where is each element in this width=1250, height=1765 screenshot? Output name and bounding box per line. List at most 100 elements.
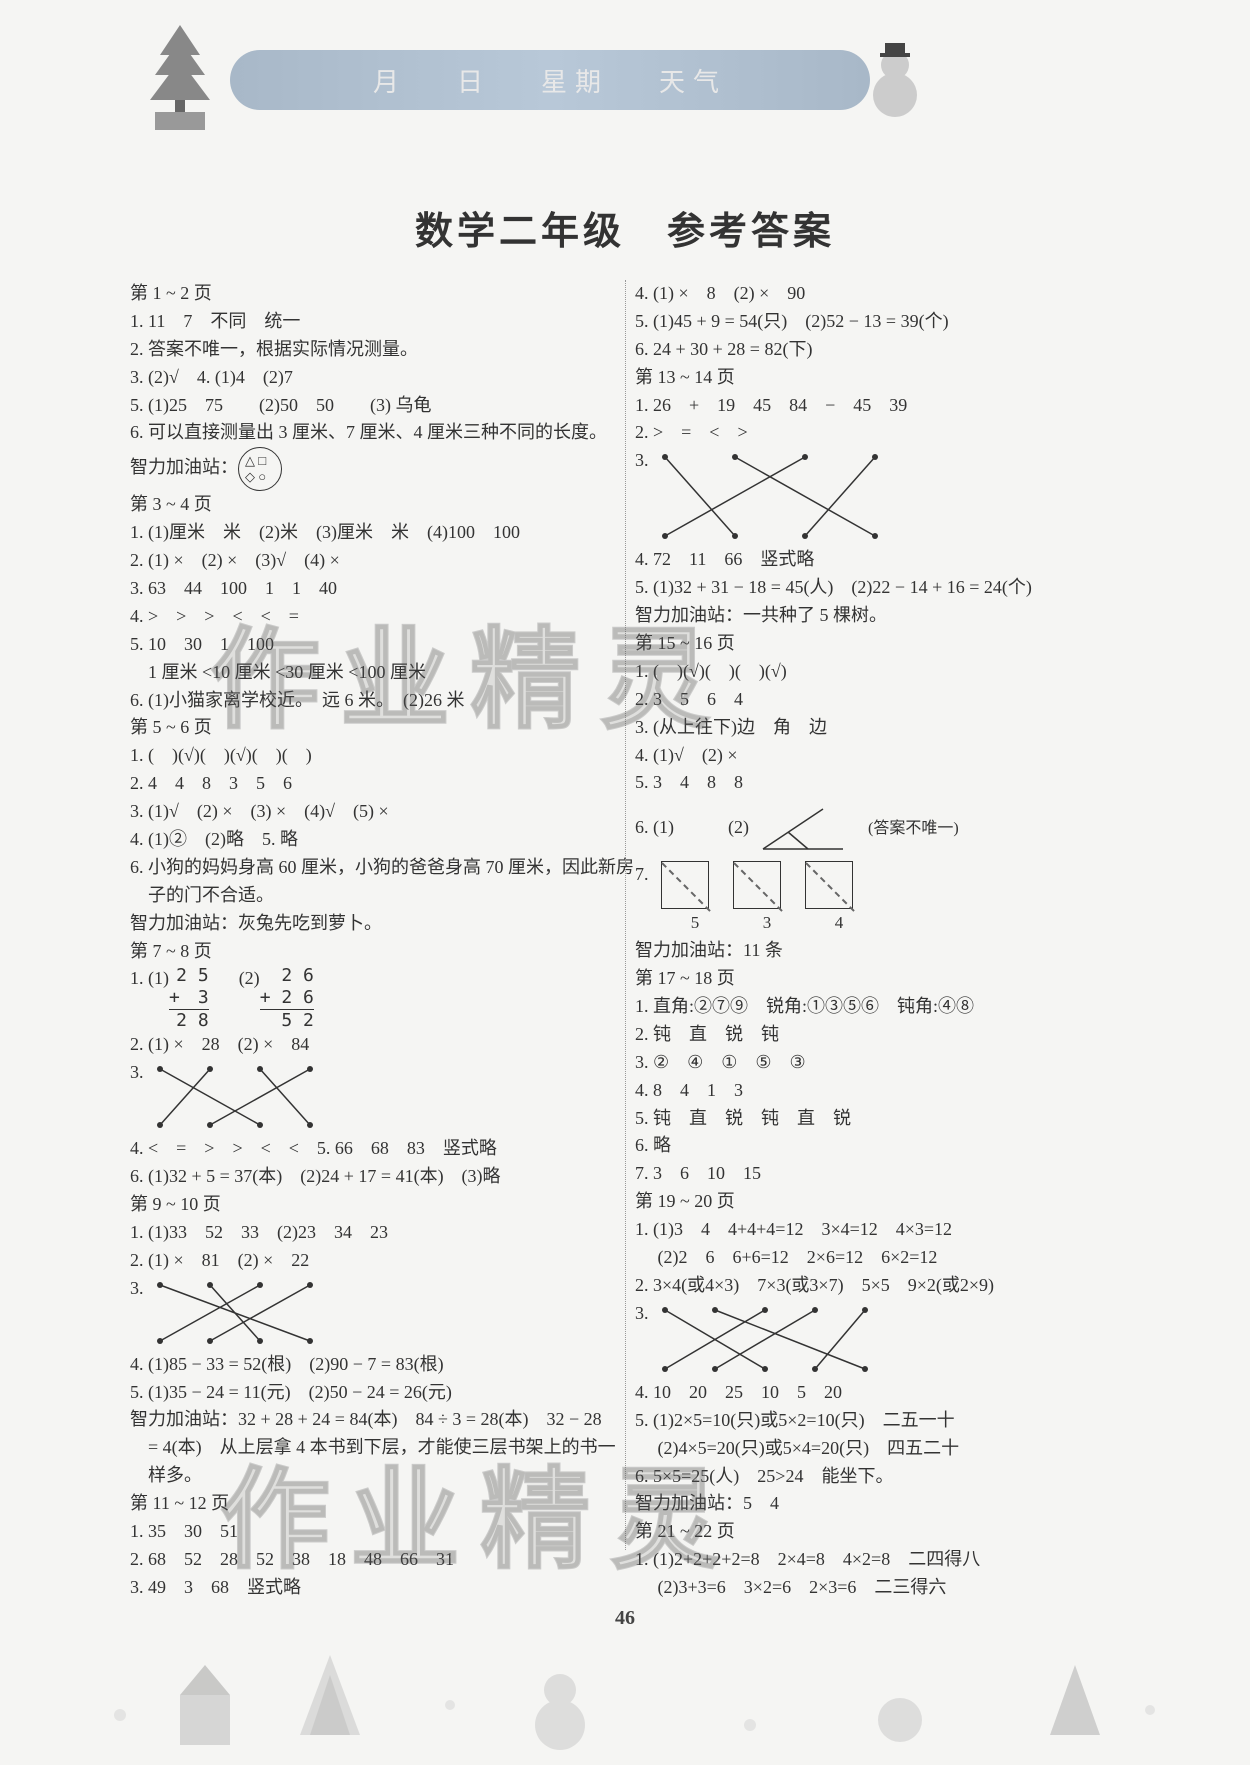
answer-line: 第 11 ~ 12 页	[130, 1490, 615, 1518]
answer-line: 2. 68 52 28 52 38 18 48 66 31	[130, 1546, 615, 1574]
header-banner: 月 日 星期 天气	[230, 50, 870, 110]
answer-line: 第 13 ~ 14 页	[635, 364, 1120, 392]
answer-line: 2. 答案不唯一，根据实际情况测量。	[130, 336, 615, 364]
answer-line: 1. (1)33 52 33 (2)23 34 23	[130, 1219, 615, 1247]
header-month: 月	[373, 62, 407, 99]
answer-line: 3. (从上往下)边 角 边	[635, 714, 1120, 742]
answer-line: 第 19 ~ 20 页	[635, 1188, 1120, 1216]
angle-diagram-row: 6. (1) (2) (答案不唯一)	[635, 797, 1120, 861]
answer-line: 4. (1)② (2)略 5. 略	[130, 826, 615, 854]
answer-line: 智力加油站：32 + 28 + 24 = 84(本) 84 ÷ 3 = 28(本…	[130, 1406, 615, 1434]
answer-line: 4. > > > < < =	[130, 603, 615, 631]
square-labels: 534	[635, 909, 1120, 937]
answer-line: 5. (1)2×5=10(只)或5×2=10(只) 二五一十	[635, 1407, 1120, 1435]
answer-line: 智力加油站：11 条	[635, 937, 1120, 965]
angle-icon	[753, 799, 863, 859]
left-column: 第 1 ~ 2 页1. 11 7 不同 统一2. 答案不唯一，根据实际情况测量。…	[130, 280, 615, 1602]
matching-diagram	[655, 1302, 875, 1377]
answer-line: 3. 49 3 68 竖式略	[130, 1574, 615, 1602]
answer-line: 1. (1)厘米 米 (2)米 (3)厘米 米 (4)100 100	[130, 519, 615, 547]
answer-line: 4. (1) × 8 (2) × 90	[635, 280, 1120, 308]
answer-line: 第 21 ~ 22 页	[635, 1518, 1120, 1546]
diagram-row: 3.	[130, 1059, 615, 1135]
answer-line: 第 17 ~ 18 页	[635, 965, 1120, 993]
answer-line: 1. 11 7 不同 统一	[130, 308, 615, 336]
answer-line: 6. (1)小猫家离学校近。 远 6 米。 (2)26 米	[130, 687, 615, 715]
answer-line: 4. 8 4 1 3	[635, 1077, 1120, 1105]
square-icon	[733, 861, 781, 909]
answer-line: 1. 35 30 51	[130, 1518, 615, 1546]
answer-line: 1. ( )(√)( )(√)( )( )	[130, 742, 615, 770]
column-divider	[625, 280, 626, 1550]
answer-line: 6. 小狗的妈妈身高 60 厘米，小狗的爸爸身高 70 厘米，因此新房	[130, 854, 615, 882]
answer-line: 2. (1) × (2) × (3)√ (4) ×	[130, 547, 615, 575]
answer-line: 4. (1)√ (2) ×	[635, 742, 1120, 770]
vertical-addition: 1. (1)2 5+ 32 8(2)2 6+ 2 65 2	[130, 965, 615, 1031]
answer-line: 3. (1)√ (2) × (3) × (4)√ (5) ×	[130, 798, 615, 826]
answer-line: 4. 10 20 25 10 5 20	[635, 1379, 1120, 1407]
answer-line: 2. (1) × 81 (2) × 22	[130, 1247, 615, 1275]
answer-line: (2)2 6 6+6=12 2×6=12 6×2=12	[635, 1244, 1120, 1272]
answer-line: 3. ② ④ ① ⑤ ③	[635, 1049, 1120, 1077]
shapes-circle-icon: △ □◇ ○	[238, 447, 282, 491]
answer-line: 智力加油站：5 4	[635, 1490, 1120, 1518]
answer-line: 1. ( )(√)( )( )(√)	[635, 658, 1120, 686]
header-weekday: 星期	[541, 62, 609, 99]
answer-line: 样多。	[130, 1462, 615, 1490]
answer-line: 智力加油站：灰兔先吃到萝卜。	[130, 910, 615, 938]
square-icon	[661, 861, 709, 909]
answer-line: 第 7 ~ 8 页	[130, 938, 615, 966]
snowman-icon	[860, 35, 930, 125]
answer-line: 4. 72 11 66 竖式略	[635, 546, 1120, 574]
diagram-row: 3.	[635, 1300, 1120, 1379]
answer-line: 5. (1)35 − 24 = 11(元) (2)50 − 24 = 26(元)	[130, 1379, 615, 1407]
brain-station-line: 智力加油站：△ □◇ ○	[130, 447, 615, 491]
page-number: 46	[0, 1607, 1250, 1630]
answer-line: 第 5 ~ 6 页	[130, 714, 615, 742]
diagram-row: 3.	[130, 1275, 615, 1351]
answer-line: 6. 24 + 30 + 28 = 82(下)	[635, 336, 1120, 364]
answer-line: 4. < = > > < < 5. 66 68 83 竖式略	[130, 1135, 615, 1163]
answer-line: (2)3+3=6 3×2=6 2×3=6 二三得六	[635, 1574, 1120, 1602]
answer-line: 1. (1)3 4 4+4+4=12 3×4=12 4×3=12	[635, 1216, 1120, 1244]
answer-line: 5. 10 30 1 100	[130, 631, 615, 659]
answer-line: 第 9 ~ 10 页	[130, 1191, 615, 1219]
answer-line: 6. (1)32 + 5 = 37(本) (2)24 + 17 = 41(本) …	[130, 1163, 615, 1191]
answer-line: 2. 钝 直 锐 钝	[635, 1021, 1120, 1049]
answer-line: 5. 钝 直 锐 钝 直 锐	[635, 1105, 1120, 1133]
content-area: 第 1 ~ 2 页1. 11 7 不同 统一2. 答案不唯一，根据实际情况测量。…	[130, 280, 1120, 1602]
diagram-row: 3.	[635, 447, 1120, 546]
answer-line: 7. 3 6 10 15	[635, 1160, 1120, 1188]
answer-line: 6. 可以直接测量出 3 厘米、7 厘米、4 厘米三种不同的长度。	[130, 419, 615, 447]
answer-line: 4. (1)85 − 33 = 52(根) (2)90 − 7 = 83(根)	[130, 1351, 615, 1379]
header-weather: 天气	[659, 62, 727, 99]
tree-icon	[140, 20, 220, 130]
answer-line: 子的门不合适。	[130, 882, 615, 910]
answer-line: (2)4×5=20(只)或5×4=20(只) 四五二十	[635, 1435, 1120, 1463]
answer-line: 第 1 ~ 2 页	[130, 280, 615, 308]
answer-line: 3. 63 44 100 1 1 40	[130, 575, 615, 603]
answer-line: 1. 26 + 19 45 84 − 45 39	[635, 392, 1120, 420]
answer-line: 2. 3 5 6 4	[635, 686, 1120, 714]
header-day: 日	[457, 62, 491, 99]
matching-diagram	[150, 1061, 320, 1133]
answer-line: 2. > = < >	[635, 419, 1120, 447]
answer-line: 智力加油站：一共种了 5 棵树。	[635, 602, 1120, 630]
matching-diagram	[655, 449, 885, 544]
answer-line: 5. (1)25 75 (2)50 50 (3) 乌龟	[130, 392, 615, 420]
right-column: 4. (1) × 8 (2) × 905. (1)45 + 9 = 54(只) …	[635, 280, 1120, 1602]
footer-decoration	[0, 1635, 1250, 1765]
answer-line: 2. 4 4 8 3 5 6	[130, 770, 615, 798]
answer-line: 6. 略	[635, 1132, 1120, 1160]
answer-line: 第 3 ~ 4 页	[130, 491, 615, 519]
answer-line: 5. 3 4 8 8	[635, 769, 1120, 797]
answer-line: 1. 直角:②⑦⑨ 锐角:①③⑤⑥ 钝角:④⑧	[635, 993, 1120, 1021]
page-title: 数学二年级 参考答案	[0, 200, 1250, 255]
matching-diagram	[150, 1277, 320, 1349]
answer-line: 2. (1) × 28 (2) × 84	[130, 1031, 615, 1059]
answer-line: 6. 5×5=25(人) 25>24 能坐下。	[635, 1463, 1120, 1491]
square-diagram-row: 7.	[635, 861, 1120, 909]
square-icon	[805, 861, 853, 909]
answer-line: 2. 3×4(或4×3) 7×3(或3×7) 5×5 9×2(或2×9)	[635, 1272, 1120, 1300]
answer-line: = 4(本) 从上层拿 4 本书到下层，才能使三层书架上的书一	[130, 1434, 615, 1462]
